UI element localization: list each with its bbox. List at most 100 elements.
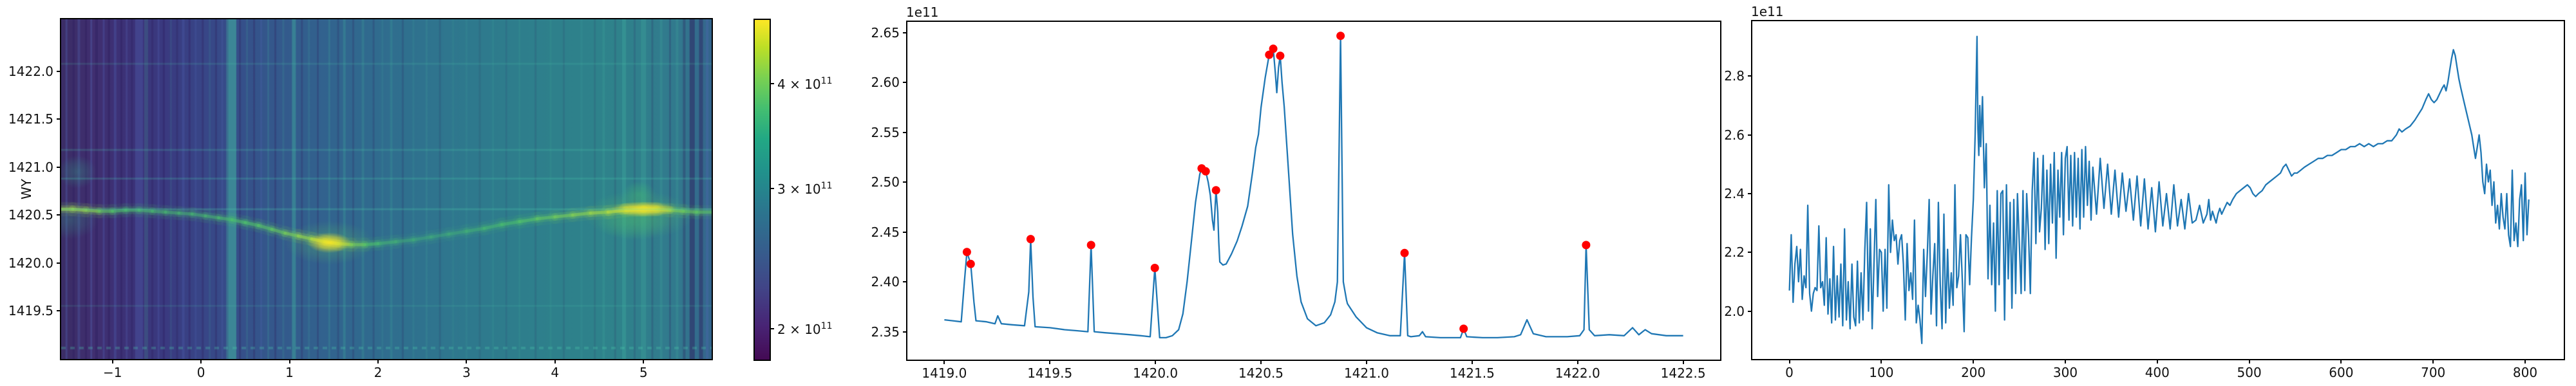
x-tick-mark bbox=[1365, 360, 1367, 364]
x-tick-mark bbox=[943, 360, 945, 364]
colorbar: 4 × 1011 3 × 1011 2 × 1011 bbox=[753, 19, 832, 361]
colorbar-tick-label: 2 × 1011 bbox=[777, 321, 833, 337]
spectrum-line-chart bbox=[944, 32, 1683, 339]
x-tick-label: 2 bbox=[374, 365, 383, 380]
y-tick-label: 1421.5 bbox=[8, 111, 53, 127]
y-tick-mark bbox=[1748, 252, 1752, 253]
peak-marker bbox=[1582, 241, 1591, 250]
y-tick-label: 2.60 bbox=[871, 75, 900, 91]
x-tick-label: 0 bbox=[1785, 365, 1794, 380]
y-tick-label: 2.2 bbox=[1724, 244, 1745, 261]
y-tick-label: 1421.0 bbox=[8, 159, 53, 175]
y-tick-label: 2.45 bbox=[871, 224, 900, 240]
y-tick-mark bbox=[903, 82, 907, 84]
colorbar-tick-mark bbox=[770, 327, 774, 329]
y-tick-mark bbox=[57, 118, 61, 120]
x-tick-mark bbox=[1577, 360, 1578, 364]
colorbar-tick-label: 4 × 1011 bbox=[777, 76, 833, 92]
peak-marker bbox=[1400, 248, 1409, 257]
x-tick-mark bbox=[466, 359, 468, 363]
peak-marker bbox=[966, 259, 975, 268]
heatmap-axes: WY −1 0 1 2 3 4 5 1422.0 1421.5 1421.0 1420.5 1420.… bbox=[8, 18, 713, 379]
y-tick-label: 2.65 bbox=[871, 25, 900, 41]
x-tick-mark bbox=[1049, 360, 1051, 364]
timeseries-line-chart bbox=[1788, 35, 2530, 344]
data-line bbox=[944, 35, 1683, 339]
x-tick-mark bbox=[200, 359, 202, 363]
y-tick-label: 1420.0 bbox=[8, 255, 53, 271]
y-tick-mark bbox=[1748, 134, 1752, 136]
spectrogram-heatmap-image bbox=[61, 19, 712, 359]
x-tick-label: 100 bbox=[1869, 365, 1894, 380]
x-tick-mark bbox=[1973, 359, 1975, 363]
x-tick-label: 0 bbox=[196, 365, 205, 380]
x-tick-mark bbox=[289, 359, 290, 363]
x-tick-label: 700 bbox=[2421, 365, 2446, 380]
y-tick-mark bbox=[903, 131, 907, 133]
x-tick-label: 1422.5 bbox=[1660, 365, 1706, 381]
peak-marker bbox=[1211, 186, 1220, 195]
x-tick-mark bbox=[2524, 359, 2526, 363]
peak-marker bbox=[1150, 264, 1159, 272]
colorbar-gradient bbox=[755, 20, 770, 360]
y-tick-label: 2.4 bbox=[1724, 185, 1745, 201]
colorbar-tick-mark bbox=[770, 187, 774, 189]
x-tick-label: 1419.0 bbox=[922, 365, 967, 381]
peak-marker bbox=[1201, 167, 1210, 176]
x-tick-label: 1420.5 bbox=[1238, 365, 1284, 381]
x-tick-mark bbox=[1471, 360, 1473, 364]
y-tick-label: 2.6 bbox=[1724, 127, 1745, 143]
y-tick-mark bbox=[1748, 192, 1752, 194]
x-tick-mark bbox=[1788, 359, 1790, 363]
x-tick-mark bbox=[1155, 360, 1157, 364]
y-axis-offset-label: 1e11 bbox=[906, 5, 939, 20]
y-tick-label: 2.0 bbox=[1724, 303, 1745, 319]
y-tick-label: 2.8 bbox=[1724, 68, 1745, 84]
x-tick-mark bbox=[111, 359, 113, 363]
peak-marker bbox=[1265, 50, 1274, 59]
spectrum-line-plot-axes: 1e11 1419.0 1419.5 1420.0 1420.5 1421.0 1421.… bbox=[871, 6, 1721, 380]
x-tick-label: 1420.0 bbox=[1133, 365, 1179, 381]
colorbar-tick-label: 3 × 1011 bbox=[777, 180, 833, 197]
peak-marker bbox=[1459, 324, 1468, 333]
y-tick-label: 1420.5 bbox=[8, 207, 53, 223]
x-tick-label: 1422.0 bbox=[1555, 365, 1600, 381]
peak-marker bbox=[1086, 241, 1095, 250]
y-tick-label: 1419.5 bbox=[8, 302, 53, 318]
y-tick-mark bbox=[57, 166, 61, 168]
y-tick-label: 2.55 bbox=[871, 124, 900, 140]
x-tick-mark bbox=[2156, 359, 2158, 363]
y-tick-mark bbox=[57, 309, 61, 311]
x-tick-label: 1 bbox=[285, 365, 294, 380]
x-tick-label: 3 bbox=[462, 365, 471, 380]
x-tick-mark bbox=[2248, 359, 2250, 363]
x-tick-label: 800 bbox=[2512, 365, 2538, 380]
x-tick-label: 1421.0 bbox=[1343, 365, 1389, 381]
y-tick-label: 2.35 bbox=[871, 324, 900, 340]
y-tick-mark bbox=[903, 231, 907, 233]
y-tick-mark bbox=[903, 32, 907, 34]
x-tick-label: 200 bbox=[1961, 365, 1986, 380]
x-tick-mark bbox=[377, 359, 379, 363]
x-tick-mark bbox=[554, 359, 556, 363]
x-tick-label: 1419.5 bbox=[1027, 365, 1073, 381]
peak-marker bbox=[1026, 235, 1035, 244]
y-tick-mark bbox=[57, 71, 61, 73]
x-tick-label: 5 bbox=[639, 365, 648, 380]
x-tick-label: 600 bbox=[2329, 365, 2354, 380]
y-tick-mark bbox=[903, 281, 907, 283]
y-tick-mark bbox=[57, 262, 61, 264]
heatmap-y-axis-label: WY bbox=[19, 179, 34, 199]
x-tick-mark bbox=[2064, 359, 2066, 363]
y-tick-label: 1422.0 bbox=[8, 64, 53, 80]
y-tick-label: 2.50 bbox=[871, 174, 900, 190]
peak-marker bbox=[962, 248, 971, 257]
x-tick-label: 400 bbox=[2145, 365, 2170, 380]
peak-marker bbox=[1336, 32, 1345, 41]
x-tick-label: 300 bbox=[2052, 365, 2078, 380]
y-tick-mark bbox=[903, 331, 907, 333]
y-tick-mark bbox=[57, 214, 61, 216]
x-tick-mark bbox=[2340, 359, 2342, 363]
y-tick-mark bbox=[1748, 310, 1752, 312]
